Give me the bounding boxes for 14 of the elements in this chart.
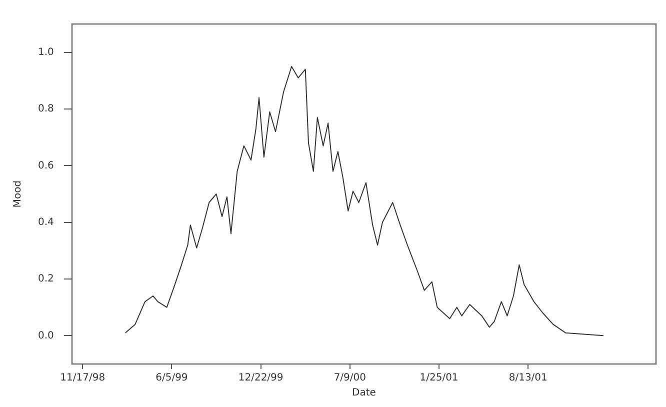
x-tick-label: 8/13/01: [508, 372, 548, 384]
x-tick-label: 6/5/99: [156, 372, 188, 384]
x-axis-title: Date: [352, 388, 376, 399]
y-tick-label: 1.0: [38, 46, 54, 58]
y-tick-label: 0.4: [38, 216, 54, 228]
y-axis-title: Mood: [12, 180, 24, 208]
x-tick-label: 7/9/00: [334, 372, 366, 384]
y-tick-label: 0.6: [38, 160, 54, 172]
x-tick-label: 12/22/99: [238, 372, 284, 384]
y-tick-label: 0.0: [38, 330, 54, 342]
y-tick-label: 0.8: [38, 104, 54, 115]
x-tick-label: 1/25/01: [420, 372, 458, 384]
x-tick-label: 11/17/98: [60, 372, 106, 384]
y-tick-label: 0.2: [38, 274, 54, 285]
